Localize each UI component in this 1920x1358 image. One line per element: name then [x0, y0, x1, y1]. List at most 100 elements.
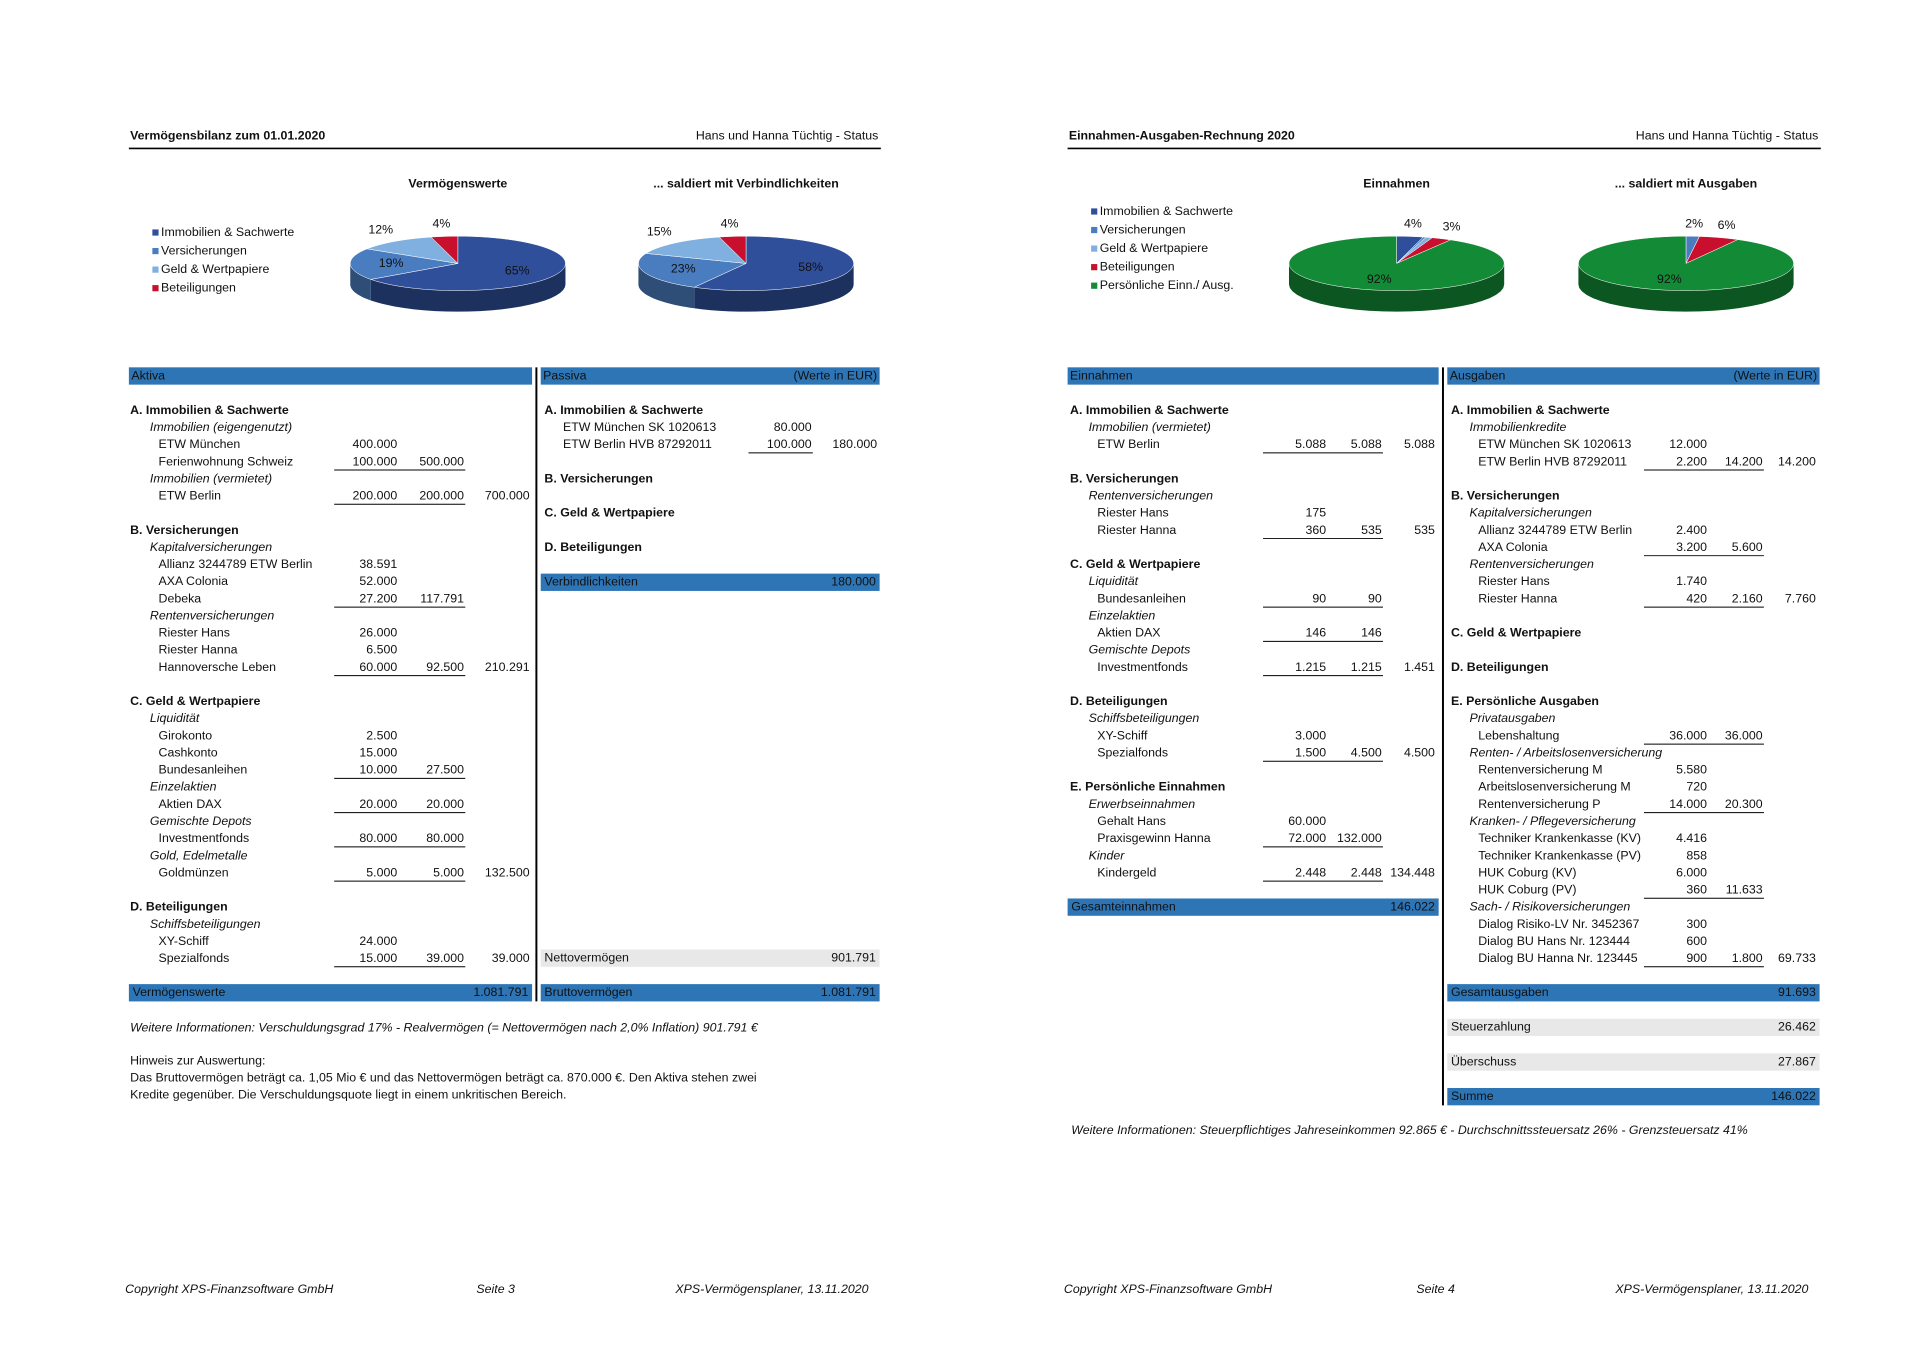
- item-label: ETW Berlin: [1097, 437, 1160, 451]
- pie-slice: [638, 253, 747, 288]
- info: Weitere Informationen: Verschuldungsgrad…: [130, 1020, 759, 1034]
- table-title: Einnahmen: [1070, 368, 1133, 382]
- group-name: Einzelaktien: [1089, 608, 1156, 622]
- pie-slice: [718, 235, 747, 265]
- item-label: ETW München SK 1020613: [1478, 437, 1631, 451]
- pie-side: [1578, 263, 1794, 312]
- pie-label: 6%: [1718, 218, 1736, 232]
- footer-product: XPS-Vermögensplaner, 13.11.2020: [1614, 1282, 1808, 1296]
- group-name: Renten- / Arbeitslosenversicherung: [1470, 745, 1663, 759]
- item-label: Riester Hanna: [159, 643, 238, 657]
- unit-note: (Werte in EUR): [794, 368, 878, 382]
- item-label: Allianz 3244789 ETW Berlin: [159, 557, 313, 571]
- item-label: Debeka: [159, 591, 202, 605]
- item-label: XY-Schiff: [159, 934, 210, 948]
- summary-label: Steuerzahlung: [1451, 1020, 1531, 1034]
- group-name: Immobilien (vermietet): [150, 471, 272, 485]
- item-value: 24.000: [359, 934, 397, 948]
- page-status: Hans und Hanna Tüchtig - Status: [696, 128, 879, 142]
- total-bar: [540, 573, 880, 591]
- item-value: 900: [1686, 951, 1707, 965]
- section-heading: B. Versicherungen: [1451, 489, 1560, 503]
- item-label: Dialog Risiko-LV Nr. 3452367: [1478, 917, 1639, 931]
- item-value: 20.300: [1725, 797, 1763, 811]
- summary-value: 27.867: [1778, 1054, 1816, 1068]
- section-heading: E. Persönliche Einnahmen: [1070, 780, 1225, 794]
- item-label: Dialog BU Hanna Nr. 123445: [1478, 951, 1638, 965]
- table-header: [1447, 367, 1820, 385]
- summary-label: Überschuss: [1451, 1054, 1516, 1068]
- group-name: Immobilien (vermietet): [1089, 420, 1211, 434]
- item-label: Hannoversche Leben: [159, 660, 277, 674]
- item-value: 5.088: [1404, 437, 1435, 451]
- item-label: AXA Colonia: [159, 574, 229, 588]
- total-value: 91.693: [1778, 985, 1816, 999]
- legend-label: Beteiligungen: [1100, 259, 1175, 273]
- group-name: Kapitalversicherungen: [150, 540, 272, 554]
- legend-swatch: [152, 266, 159, 273]
- item-value: 80.000: [426, 831, 464, 845]
- section-heading: C. Geld & Wertpapiere: [544, 506, 674, 520]
- item-value: 72.000: [1288, 831, 1326, 845]
- item-value: 5.088: [1351, 437, 1382, 451]
- item-value: 180.000: [832, 437, 877, 451]
- item-label: Cashkonto: [159, 745, 218, 759]
- pie-slice: [693, 235, 854, 291]
- section-heading: A. Immobilien & Sachwerte: [544, 403, 703, 417]
- item-value: 15.000: [359, 745, 397, 759]
- group-name: Liquidität: [150, 711, 200, 725]
- pie-side: [694, 263, 854, 312]
- footer-copyright: Copyright XPS-Finanzsoftware GmbH: [1064, 1282, 1272, 1296]
- unit-note: (Werte in EUR): [1734, 368, 1818, 382]
- legend-label: Persönliche Einn./ Ausg.: [1100, 278, 1234, 292]
- total-value: 146.022: [1390, 899, 1435, 913]
- item-value: 4.416: [1676, 831, 1707, 845]
- group-name: Immobilienkredite: [1470, 420, 1567, 434]
- total-bar: [540, 984, 880, 1002]
- item-label: Aktien DAX: [159, 797, 222, 811]
- item-value: 90: [1312, 591, 1326, 605]
- pie-label: 92%: [1367, 272, 1392, 286]
- pie-slice: [366, 236, 459, 264]
- pie-slice: [1578, 235, 1794, 291]
- item-label: ETW Berlin HVB 87292011: [1478, 454, 1627, 468]
- item-label: HUK Coburg (PV): [1478, 883, 1576, 897]
- item-value: 146: [1305, 626, 1326, 640]
- group-name: Gold, Edelmetalle: [150, 848, 248, 862]
- item-label: Riester Hanna: [1478, 591, 1557, 605]
- item-label: Goldmünzen: [159, 865, 229, 879]
- item-value: 5.600: [1732, 540, 1763, 554]
- table-title: Aktiva: [131, 368, 165, 382]
- footer-copyright: Copyright XPS-Finanzsoftware GmbH: [125, 1282, 333, 1296]
- item-value: 60.000: [1288, 814, 1326, 828]
- item-value: 11.633: [1726, 883, 1763, 897]
- section-heading: C. Geld & Wertpapiere: [130, 694, 260, 708]
- item-value: 80.000: [774, 420, 812, 434]
- summary-label: Nettovermögen: [544, 950, 629, 964]
- pie-slice: [370, 235, 566, 291]
- item-label: Spezialfonds: [159, 951, 230, 965]
- item-label: Ferienwohnung Schweiz: [159, 454, 294, 468]
- item-label: ETW Berlin: [159, 489, 222, 503]
- legend-swatch: [1091, 282, 1098, 289]
- item-label: Kindergeld: [1097, 865, 1156, 879]
- item-value: 69.733: [1778, 951, 1816, 965]
- footer-page: Seite 4: [1416, 1282, 1455, 1296]
- item-value: 1.740: [1676, 574, 1707, 588]
- group-name: Einzelaktien: [150, 780, 217, 794]
- pie-title: ... saldiert mit Ausgaben: [1615, 177, 1757, 191]
- item-value: 600: [1686, 934, 1707, 948]
- legend-label: Immobilien & Sachwerte: [161, 225, 294, 239]
- item-value: 720: [1686, 780, 1707, 794]
- section-heading: D. Beteiligungen: [1451, 660, 1549, 674]
- item-label: XY-Schiff: [1097, 728, 1148, 742]
- legend-swatch: [1091, 226, 1098, 234]
- item-value: 26.000: [359, 626, 397, 640]
- group-name: Gemischte Depots: [150, 814, 252, 828]
- summary-value: 901.791: [831, 950, 876, 964]
- pie-label: 12%: [368, 223, 393, 237]
- legend-swatch: [1091, 208, 1098, 215]
- section-heading: D. Beteiligungen: [130, 900, 228, 914]
- note-line: Kredite gegenüber. Die Verschuldungsquot…: [130, 1088, 566, 1102]
- table-header: [540, 367, 880, 385]
